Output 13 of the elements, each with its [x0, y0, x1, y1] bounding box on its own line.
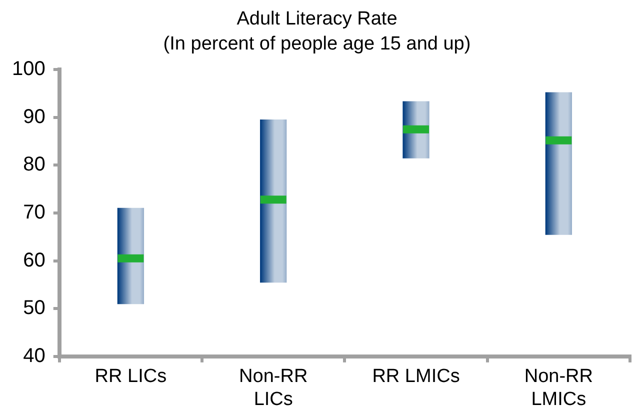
chart-title: Adult Literacy Rate: [236, 8, 398, 30]
y-tick-label: 50: [23, 297, 46, 320]
y-tick-label: 80: [23, 154, 46, 176]
x-tick-label: RR LICs: [94, 366, 167, 388]
x-tick-label: Non-RR LMICs: [524, 366, 593, 410]
chart-subtitle: (In percent of people age 15 and up): [163, 33, 471, 54]
y-tick-label: 90: [23, 106, 46, 128]
x-tick-label: Non-RR LICs: [239, 366, 308, 410]
y-tick-label: 60: [23, 249, 46, 272]
y-tick-label: 40: [23, 344, 46, 367]
y-tick-label: 100: [12, 58, 46, 80]
x-tick-label: RR LMICs: [372, 366, 460, 388]
y-tick-label: 70: [23, 202, 46, 224]
